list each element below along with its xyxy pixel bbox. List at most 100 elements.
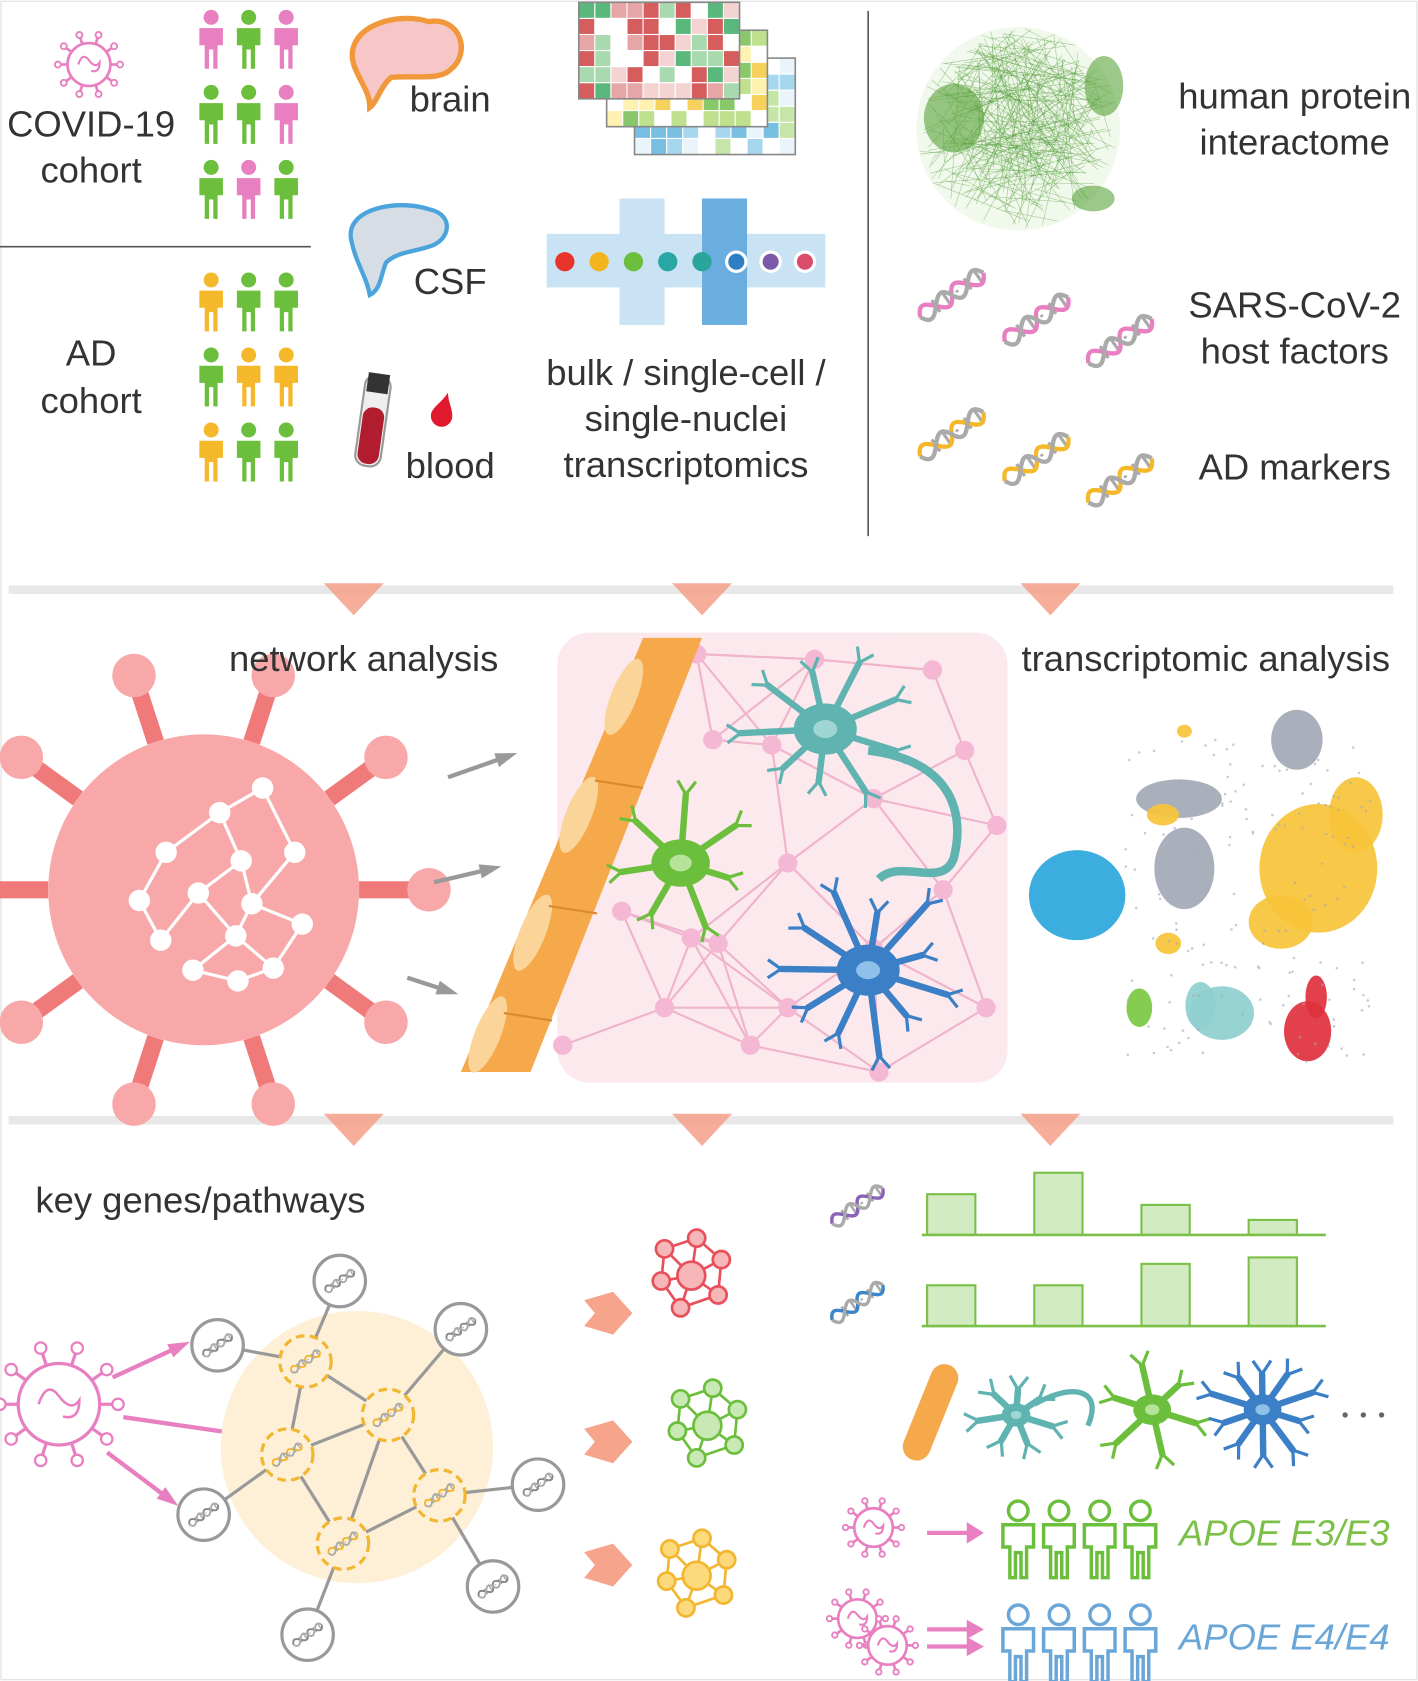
interaction xyxy=(1008,56,1049,120)
virus-spike-tip xyxy=(861,1658,869,1666)
dendrite xyxy=(1176,1369,1184,1386)
dna-strand xyxy=(523,1472,553,1497)
person-head xyxy=(1128,1603,1152,1627)
person xyxy=(274,159,298,219)
umap-point xyxy=(1293,881,1297,885)
virus-spike-tip xyxy=(841,1523,850,1532)
interaction xyxy=(976,76,1065,128)
person-body xyxy=(236,290,261,332)
dna xyxy=(292,1622,323,1647)
heatmap-cell xyxy=(690,1,708,19)
dendrite xyxy=(1260,1359,1273,1375)
edge xyxy=(873,797,998,827)
node xyxy=(676,1597,696,1618)
person-body xyxy=(274,28,298,69)
umap-point xyxy=(1168,1000,1171,1004)
interaction xyxy=(975,51,1051,75)
dna xyxy=(917,268,986,322)
interaction xyxy=(1065,131,1085,146)
heatmap-cell xyxy=(658,82,676,100)
umap-point xyxy=(1298,811,1301,815)
umap-point xyxy=(1198,890,1202,894)
virus-spike-tip xyxy=(94,90,103,99)
pathway-module xyxy=(667,1378,748,1468)
interaction xyxy=(1062,52,1079,163)
heatmap-cell xyxy=(750,61,768,79)
dna xyxy=(477,1574,509,1599)
dendrite xyxy=(1208,1416,1225,1425)
csf-brain xyxy=(348,203,449,299)
umap-point xyxy=(1259,998,1262,1001)
interaction xyxy=(1026,133,1048,146)
dendrite xyxy=(1037,1383,1047,1400)
dna-rung xyxy=(1039,314,1044,318)
umap-point xyxy=(1197,849,1200,852)
person-body xyxy=(1082,1522,1117,1580)
interaction xyxy=(932,182,1030,222)
dna-strand xyxy=(919,268,985,322)
interaction xyxy=(1024,88,1095,229)
dendrite xyxy=(760,669,770,686)
heatmap-cell xyxy=(594,33,612,52)
virus-spike-tip xyxy=(75,90,84,99)
interaction xyxy=(987,136,1061,142)
edge xyxy=(963,750,998,826)
umap-point xyxy=(1251,830,1255,834)
virus-spike-tip xyxy=(53,60,62,69)
heatmap-cell xyxy=(714,137,732,156)
flow-arrow xyxy=(672,583,733,616)
ellipsis-dot xyxy=(1360,1412,1367,1418)
dendrite xyxy=(895,697,912,705)
interaction xyxy=(1090,129,1095,136)
heatmap-cell xyxy=(658,1,676,19)
virus-spike-tip xyxy=(892,1507,900,1515)
virus-spike-tip xyxy=(855,1641,864,1650)
expression-bar xyxy=(1033,1171,1084,1236)
heatmap-cell xyxy=(626,17,644,36)
virus-rna xyxy=(37,1388,81,1419)
dna-strand xyxy=(373,1402,403,1428)
method-label: bulk / single-cell / xyxy=(546,352,826,393)
interaction xyxy=(1006,127,1068,181)
nucleus xyxy=(1144,1404,1160,1416)
umap-point xyxy=(1178,1041,1181,1045)
node xyxy=(209,801,231,824)
umap-point xyxy=(1317,802,1320,805)
edge xyxy=(562,1006,665,1047)
virus-spike-tip xyxy=(825,1614,834,1623)
person-head xyxy=(241,159,257,175)
person-head xyxy=(278,9,294,25)
interaction xyxy=(965,41,1048,169)
umap-point xyxy=(1329,805,1332,808)
umap-point xyxy=(1285,768,1289,771)
virus-body xyxy=(852,1506,895,1549)
cell-junction xyxy=(548,904,598,915)
resource-label: AD markers xyxy=(1199,446,1391,487)
interaction xyxy=(982,47,1014,71)
dendrite xyxy=(1312,1390,1329,1399)
dendrite xyxy=(799,659,814,674)
interaction xyxy=(1020,55,1063,120)
umap-point xyxy=(1352,987,1356,991)
virus-rna xyxy=(876,1637,899,1653)
analysis-label: transcriptomic analysis xyxy=(1022,638,1391,679)
dendrite xyxy=(1298,1414,1315,1423)
endothelial-nucleus xyxy=(468,996,508,1073)
umap-point xyxy=(1287,994,1291,998)
interaction xyxy=(1038,60,1080,203)
interaction xyxy=(938,118,1022,185)
person-body xyxy=(199,440,223,482)
interaction xyxy=(1024,28,1058,46)
dna-strand xyxy=(478,1574,508,1599)
person-head xyxy=(203,347,219,363)
virus-spike-tip xyxy=(111,1397,125,1412)
interaction xyxy=(1042,97,1070,127)
genotype-label: APOE E3/E3 xyxy=(1177,1513,1390,1554)
person-head xyxy=(241,9,257,25)
umap-point xyxy=(1186,949,1190,953)
interaction xyxy=(994,48,1040,69)
dendrite xyxy=(1223,1371,1240,1380)
dendrite xyxy=(870,1055,881,1072)
umap-point xyxy=(1320,862,1324,865)
heatmap-cell xyxy=(642,17,660,36)
